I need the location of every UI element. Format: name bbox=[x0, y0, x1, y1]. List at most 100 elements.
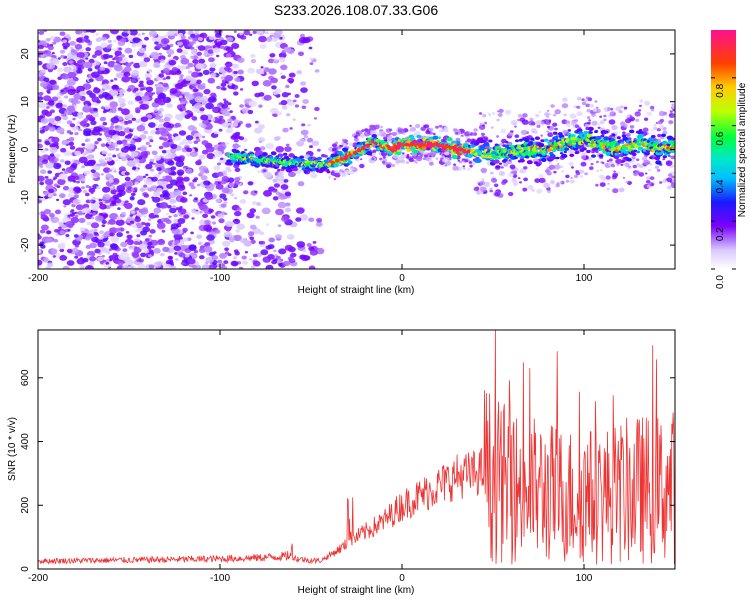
spectrogram-cell bbox=[386, 164, 391, 169]
spectrogram-cell bbox=[47, 184, 53, 190]
spectrogram-cell bbox=[288, 171, 296, 178]
spectrogram-cell bbox=[282, 127, 289, 133]
spectrogram-cell bbox=[554, 109, 561, 115]
spectrogram-cell bbox=[112, 84, 118, 89]
spectrogram-cell bbox=[99, 230, 105, 235]
spectrogram-cell bbox=[339, 172, 344, 176]
spectrogram-cell bbox=[90, 222, 100, 229]
spectrogram-cell bbox=[379, 130, 384, 134]
spectrogram-cell bbox=[76, 204, 83, 209]
spectrogram-cell bbox=[62, 185, 70, 191]
spectrogram-cell bbox=[200, 175, 208, 181]
spectrogram-cell bbox=[261, 207, 271, 215]
spectrogram-ridge-cell bbox=[495, 165, 501, 169]
spectrogram-cell bbox=[497, 112, 503, 117]
spectrogram-cell bbox=[133, 187, 138, 191]
spectrogram-cell bbox=[271, 85, 277, 90]
spectrogram-ridge-cell bbox=[303, 170, 308, 174]
spectrogram-ridge-cell bbox=[640, 131, 644, 134]
spectrogram-cell bbox=[128, 54, 134, 59]
spectrogram-cell bbox=[38, 116, 41, 121]
spectrogram-cell bbox=[91, 216, 95, 220]
spectrogram-cell bbox=[534, 178, 541, 184]
spectrogram-cell bbox=[480, 167, 488, 173]
spectrogram-cell bbox=[443, 126, 449, 130]
spectrogram-cell bbox=[46, 38, 51, 42]
spectrogram-cell bbox=[271, 37, 278, 43]
spectrogram-cell bbox=[191, 50, 198, 55]
spectrogram-cell bbox=[59, 108, 64, 112]
spectrogram-cell bbox=[139, 208, 149, 215]
spectrogram-cell bbox=[275, 88, 282, 94]
spectrogram-cell bbox=[381, 160, 386, 164]
spectrogram-cell bbox=[105, 156, 113, 162]
spectrogram-cell bbox=[283, 179, 289, 183]
spectrogram-cell bbox=[83, 128, 92, 135]
spectrogram-cell bbox=[66, 120, 73, 125]
spectrogram-cell bbox=[309, 249, 318, 256]
spectrogram-cell bbox=[609, 111, 617, 117]
spectrogram-cell bbox=[120, 251, 129, 259]
spectrogram-cell bbox=[199, 210, 203, 214]
spectrogram-cell bbox=[62, 115, 69, 121]
spectrogram-peak-cell bbox=[444, 145, 449, 149]
spectrogram-cell bbox=[67, 88, 76, 96]
spectrogram-cell bbox=[267, 244, 275, 250]
spectrogram-cell bbox=[72, 111, 80, 117]
spectrogram-cell bbox=[53, 238, 59, 243]
spectrogram-cell bbox=[105, 173, 112, 178]
spectrogram-cell bbox=[38, 161, 44, 167]
spectrogram-cell bbox=[590, 162, 594, 166]
spectrogram-cell bbox=[159, 252, 165, 257]
spectrogram-cell bbox=[179, 76, 184, 80]
spectrogram-cell bbox=[143, 193, 150, 198]
spectrogram-cell bbox=[85, 185, 90, 188]
spectrogram-cell bbox=[176, 212, 181, 216]
spectrogram-cell bbox=[38, 40, 47, 47]
spectrogram-cell bbox=[148, 144, 152, 148]
spectrogram-cell bbox=[550, 104, 555, 108]
spectrogram-cell bbox=[668, 173, 673, 177]
spectrogram-cell bbox=[540, 134, 543, 137]
spectrogram-cell bbox=[512, 174, 518, 178]
spectrogram-cell bbox=[83, 61, 92, 69]
spectrogram-cell bbox=[224, 247, 230, 251]
spectrogram-cell bbox=[91, 129, 101, 136]
spectrogram-cell bbox=[118, 166, 126, 172]
spectrogram-cell bbox=[628, 165, 631, 168]
spectrogram-cell bbox=[100, 173, 104, 176]
spectrogram-cell bbox=[612, 172, 619, 178]
spectrogram-cell bbox=[220, 157, 224, 161]
spectrogram-cell bbox=[38, 249, 42, 254]
spectrogram-cell bbox=[84, 151, 89, 155]
spectrogram-cell bbox=[528, 120, 535, 126]
spectrogram-cell bbox=[143, 215, 147, 218]
spectrogram-ridge-cell bbox=[517, 146, 523, 150]
spectrogram-cell bbox=[203, 180, 211, 186]
spectrogram-cell bbox=[101, 255, 105, 258]
spectrogram-cell bbox=[116, 140, 123, 145]
spectrogram-ridge-cell bbox=[637, 146, 644, 151]
spectrogram-cell bbox=[99, 66, 106, 71]
spectrogram-cell bbox=[546, 109, 550, 112]
spectrogram-cell bbox=[44, 178, 54, 185]
spectrogram-cell bbox=[276, 176, 282, 180]
spectrogram-cell bbox=[60, 113, 66, 117]
spectrogram-cell bbox=[106, 138, 111, 142]
spectrogram-cell bbox=[283, 46, 292, 53]
spectrogram-cell bbox=[129, 196, 135, 201]
spectrogram-cell bbox=[174, 239, 180, 244]
spectrogram-cell bbox=[299, 214, 309, 221]
spectrogram-cell bbox=[656, 168, 661, 172]
spectrogram-ridge-cell bbox=[533, 161, 539, 165]
spectrogram-cell bbox=[275, 146, 285, 153]
spectrogram-cell bbox=[115, 56, 123, 62]
spectrogram-cell bbox=[581, 98, 585, 102]
spectrogram-cell bbox=[74, 43, 83, 50]
spectrogram-cell bbox=[115, 219, 125, 226]
spectrogram-cell bbox=[345, 142, 349, 145]
spectrogram-cell bbox=[143, 57, 151, 63]
spectrogram-cell bbox=[553, 164, 561, 170]
spectrogram-cell bbox=[476, 180, 480, 184]
spectrogram-cell bbox=[103, 167, 111, 173]
